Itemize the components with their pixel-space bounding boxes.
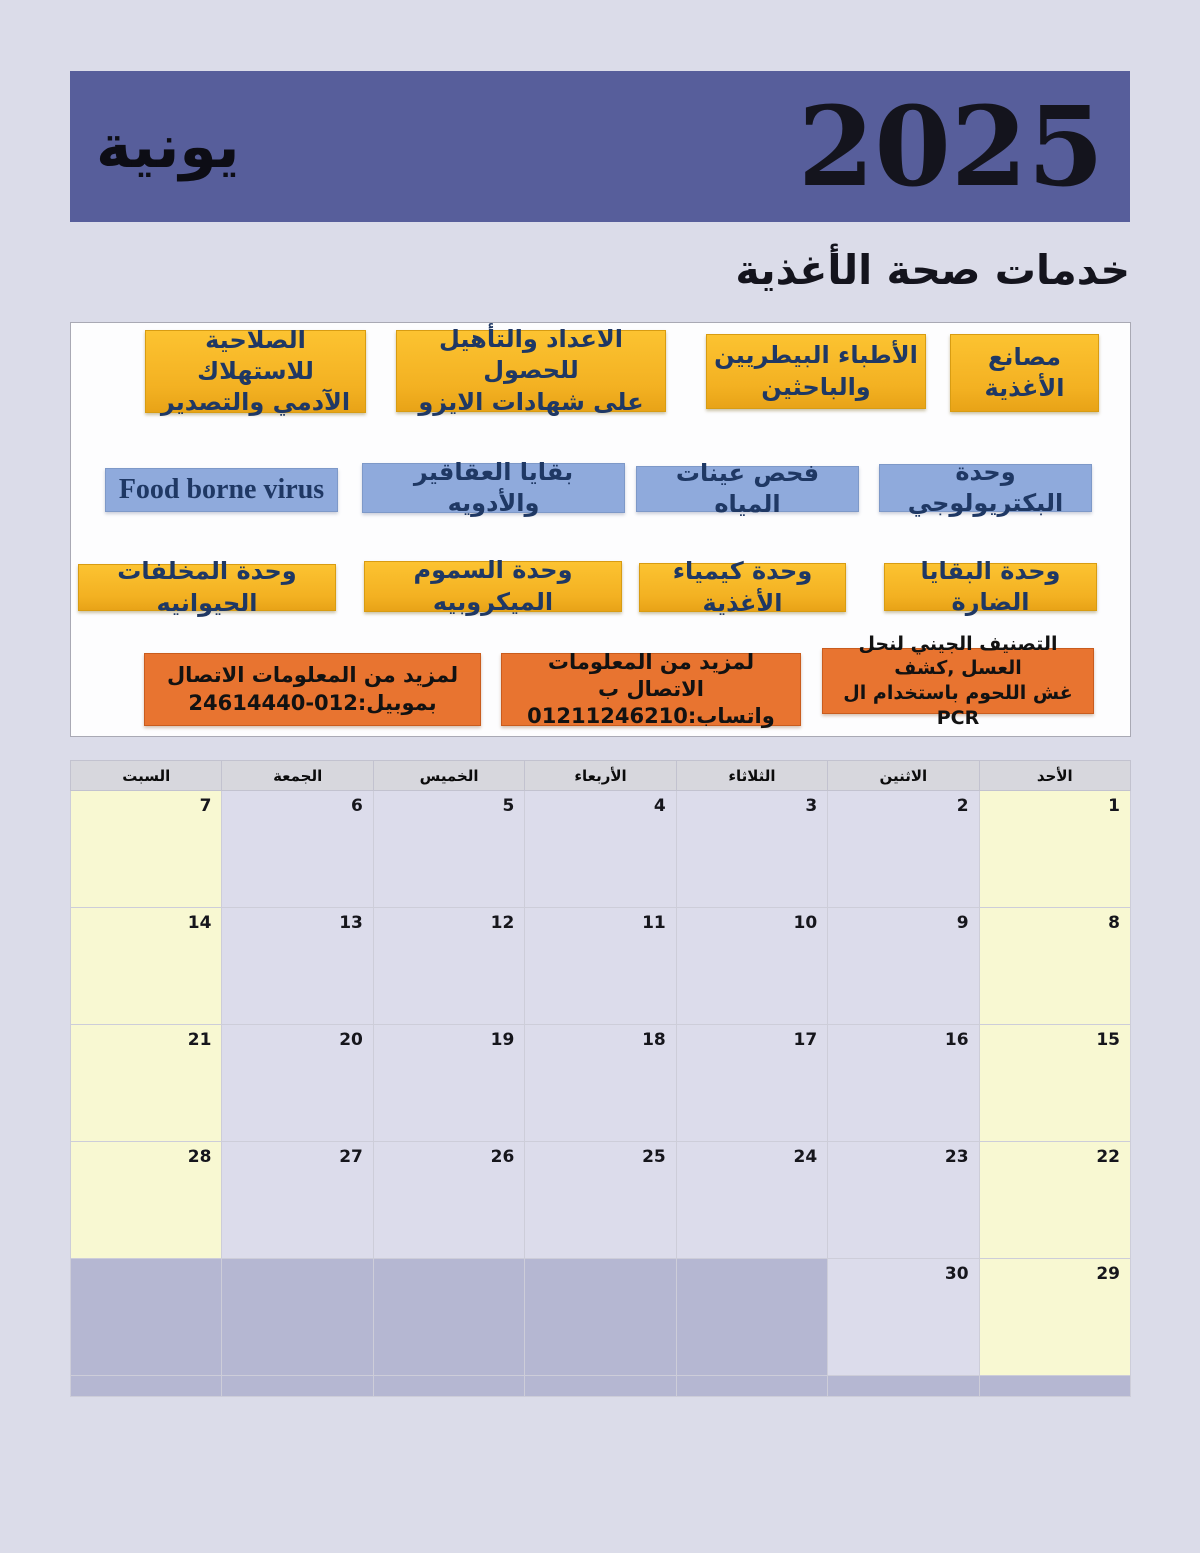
box-water-samples-testing: فحص عينات المياه [636, 459, 859, 518]
box-contact-mobile: لمزيد من المعلومات الاتصال بموبيل:012-24… [144, 653, 481, 726]
calendar-day-cell: 16 [827, 1024, 980, 1142]
day-header-thursday: الخميس [372, 760, 526, 791]
calendar-day-cell [524, 1258, 677, 1376]
calendar-day-cell: 14 [69, 907, 223, 1025]
calendar-day-cell: 25 [524, 1141, 677, 1259]
calendar-day-cell: 22 [978, 1141, 1132, 1259]
calendar-day-cell: 8 [978, 907, 1132, 1025]
month-banner: يونية 2025 [70, 71, 1130, 222]
month-label: يونية [96, 111, 240, 182]
calendar-day-cell: 2 [827, 790, 980, 908]
day-header-saturday: السبت [69, 760, 223, 791]
box-bacteriology-unit: وحدة البكتريولوجي [879, 458, 1092, 517]
week-row: 22 23 24 25 26 27 28 [69, 1141, 1132, 1259]
box-food-chemistry-unit: وحدة كيمياء الأغذية [639, 557, 846, 617]
calendar-strip-cell [221, 1375, 374, 1397]
calendar-day-cell: 4 [524, 790, 677, 908]
calendar-day-cell: 30 [827, 1258, 980, 1376]
calendar-day-cell: 7 [69, 790, 223, 908]
day-header-row: الأحد الاثنين الثلاثاء الأربعاء الخميس ا… [69, 760, 1132, 791]
calendar-day-cell: 19 [372, 1024, 526, 1142]
calendar-day-cell: 10 [675, 907, 829, 1025]
calendar-day-cell: 6 [221, 790, 374, 908]
calendar-day-cell: 26 [372, 1141, 526, 1259]
calendar-table: الأحد الاثنين الثلاثاء الأربعاء الخميس ا… [69, 760, 1132, 1397]
calendar-day-cell [69, 1258, 223, 1376]
calendar-day-cell: 3 [675, 790, 829, 908]
box-animal-waste-unit: وحدة المخلفات الحيوانيه [78, 557, 336, 617]
box-microbial-toxins-unit: وحدة السموم الميكروبيه [364, 556, 622, 616]
calendar-day-cell: 27 [221, 1141, 374, 1259]
page-title: خدمات صحة الأغذية [735, 246, 1131, 294]
calendar-strip-cell [372, 1375, 526, 1397]
week-row: 1 2 3 4 5 6 7 [69, 790, 1132, 908]
box-veterinarians-researchers: الأطباء البيطريين والباحثين [706, 334, 926, 409]
calendar-day-cell: 18 [524, 1024, 677, 1142]
box-drug-residues: بقايا العقاقير والأدويه [362, 458, 625, 517]
calendar-day-cell: 12 [372, 907, 526, 1025]
day-header-sunday: الأحد [978, 760, 1132, 791]
calendar-strip-cell [675, 1375, 829, 1397]
calendar-day-cell [675, 1258, 829, 1376]
calendar-strip-cell [69, 1375, 223, 1397]
week-row: 8 9 10 11 12 13 14 [69, 907, 1132, 1025]
week-row: 29 30 [69, 1258, 1132, 1376]
calendar-strip-cell [827, 1375, 980, 1397]
calendar-day-cell: 15 [978, 1024, 1132, 1142]
box-harmful-residues-unit: وحدة البقايا الضارة [884, 557, 1097, 616]
calendar-day-cell: 5 [372, 790, 526, 908]
calendar-strip-cell [978, 1375, 1132, 1397]
calendar-day-cell: 9 [827, 907, 980, 1025]
box-contact-whatsapp: لمزيد من المعلومات الاتصال ب واتساب:0121… [501, 650, 801, 728]
calendar-strip-cell [524, 1375, 677, 1397]
calendar-day-cell: 1 [978, 790, 1132, 908]
calendar-day-cell: 13 [221, 907, 374, 1025]
week-row: 15 16 17 18 19 20 21 [69, 1024, 1132, 1142]
box-iso-certification: الاعداد والتأهيل للحصول على شهادات الايز… [396, 325, 666, 416]
next-week-strip-row [69, 1375, 1132, 1397]
calendar-day-cell: 28 [69, 1141, 223, 1259]
services-panel: مصانع الأغذية الأطباء البيطريين والباحثي… [70, 322, 1131, 737]
box-food-borne-virus: Food borne virus [105, 468, 338, 512]
calendar-day-cell: 24 [675, 1141, 829, 1259]
year-label: 2025 [797, 81, 1104, 211]
day-header-monday: الاثنين [827, 760, 980, 791]
calendar-day-cell [372, 1258, 526, 1376]
calendar-day-cell: 29 [978, 1258, 1132, 1376]
calendar-day-cell: 11 [524, 907, 677, 1025]
box-human-consumption-export: الصلاحية للاستهلاك الآدمي والتصدير [145, 326, 366, 416]
day-header-tuesday: الثلاثاء [675, 760, 829, 791]
calendar-day-cell: 21 [69, 1024, 223, 1142]
calendar-day-cell: 20 [221, 1024, 374, 1142]
calendar-day-cell: 23 [827, 1141, 980, 1259]
day-header-wednesday: الأربعاء [524, 760, 677, 791]
box-food-factories: مصانع الأغذية [950, 334, 1099, 412]
day-header-friday: الجمعة [221, 760, 374, 791]
calendar-day-cell [221, 1258, 374, 1376]
box-pcr-genetic-testing: التصنيف الجيني لنحل العسل ,كشف غش اللحوم… [822, 633, 1094, 729]
calendar-day-cell: 17 [675, 1024, 829, 1142]
